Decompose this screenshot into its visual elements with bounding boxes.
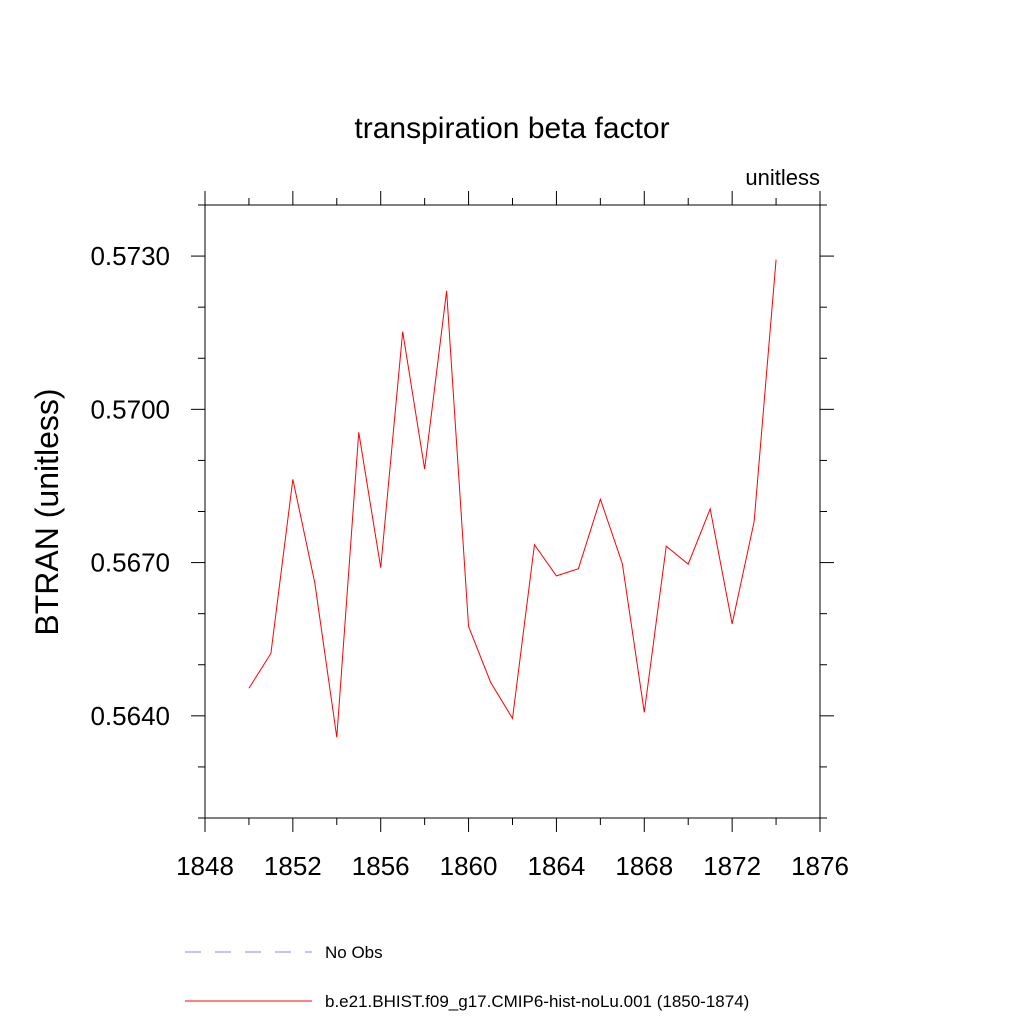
x-tick-label: 1856 — [352, 851, 410, 881]
legend-label: b.e21.BHIST.f09_g17.CMIP6-hist-noLu.001 … — [325, 992, 749, 1011]
axis-ticks: 1848 1852 1856 1860 1864 1868 1872 1876 0.5640 0.… — [90, 191, 849, 881]
x-tick-label: 1868 — [615, 851, 673, 881]
series-layer — [248, 259, 777, 738]
x-tick-label: 1876 — [791, 851, 849, 881]
x-tick-label: 1864 — [528, 851, 586, 881]
chart-title: transpiration beta factor — [354, 112, 669, 145]
x-tick-label: 1848 — [176, 851, 234, 881]
plot-frame — [204, 204, 821, 819]
x-tick-label: 1860 — [440, 851, 498, 881]
series-line — [248, 259, 777, 738]
x-tick-label: 1852 — [264, 851, 322, 881]
y-tick-label: 0.5640 — [90, 701, 170, 731]
legend-label: No Obs — [325, 943, 383, 962]
y-tick-label: 0.5730 — [90, 241, 170, 271]
x-tick-label: 1872 — [703, 851, 761, 881]
y-tick-label: 0.5670 — [90, 548, 170, 578]
y-tick-label: 0.5700 — [90, 394, 170, 424]
units-label: unitless — [745, 165, 820, 190]
legend: No Obs b.e21.BHIST.f09_g17.CMIP6-hist-noL… — [185, 943, 749, 1011]
y-axis-label: BTRAN (unitless) — [29, 388, 65, 635]
